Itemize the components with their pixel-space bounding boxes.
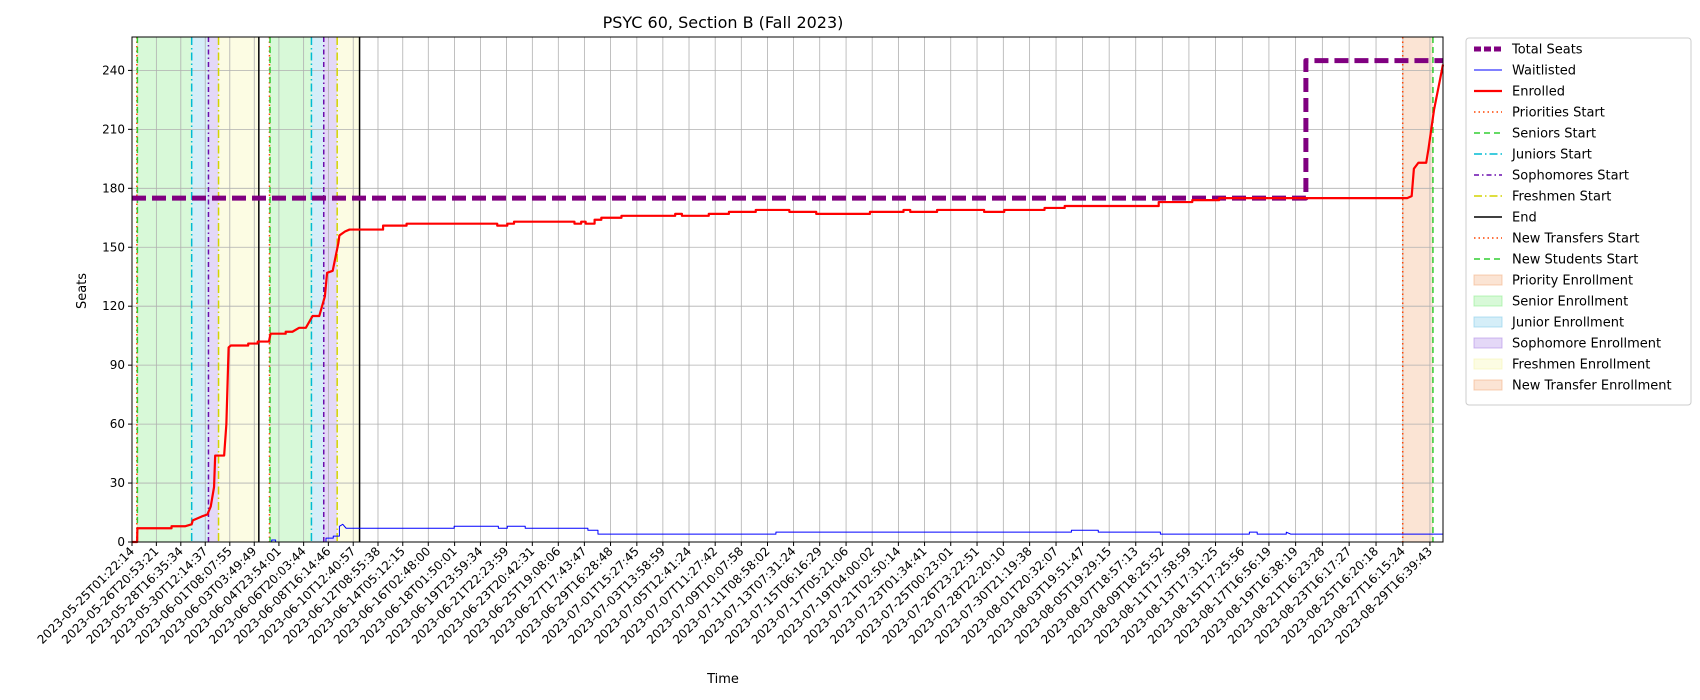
chart-title: PSYC 60, Section B (Fall 2023) (603, 13, 844, 32)
series-total-seats (132, 58, 1443, 201)
legend-label-senior-enrollment: Senior Enrollment (1512, 295, 1628, 310)
legend-label-priority-enrollment: Priority Enrollment (1512, 274, 1633, 289)
span-4-1 (337, 37, 360, 542)
enrollment-spans (136, 37, 1433, 542)
legend-label-sophomores-start: Sophomores Start (1512, 169, 1629, 184)
series-enrolled (132, 64, 1445, 544)
phase-lines (136, 37, 1434, 542)
legend-swatch-senior-enrollment (1473, 295, 1503, 307)
span-1-0 (137, 37, 192, 542)
legend-label-waitlisted: Waitlisted (1512, 64, 1576, 79)
legend-swatch-junior-enrollment (1473, 316, 1503, 328)
legend-label-seniors-start: Seniors Start (1512, 127, 1596, 142)
y-tick-label: 210 (102, 122, 125, 136)
legend-label-junior-enrollment: Junior Enrollment (1511, 316, 1624, 331)
y-tick-label: 60 (110, 417, 125, 431)
y-axis-label: Seats (75, 273, 90, 309)
legend-label-total-seats: Total Seats (1511, 43, 1583, 58)
legend-label-sophomore-enrollment: Sophomore Enrollment (1512, 337, 1661, 352)
legend-label-new-students-start: New Students Start (1512, 253, 1638, 268)
legend: Total Seats Waitlisted Enrolled Priorities … (1465, 37, 1692, 406)
y-tick-label: 240 (102, 63, 125, 77)
legend-label-enrolled: Enrolled (1512, 85, 1565, 100)
span-1-1 (270, 37, 312, 542)
legend-swatch-sophomore-enrollment (1473, 337, 1503, 349)
legend-label-end: End (1512, 211, 1537, 226)
y-tick-label: 0 (117, 535, 125, 549)
series-waitlisted (132, 523, 1443, 543)
y-tick-label: 180 (102, 181, 125, 195)
legend-label-freshmen-start: Freshmen Start (1512, 190, 1611, 205)
plot-frame (131, 36, 1444, 543)
legend-label-freshmen-enrollment: Freshmen Enrollment (1512, 358, 1650, 373)
y-axis: 0 30 60 90 120 150 180 210 240 (102, 63, 132, 549)
span-3-1 (323, 37, 338, 542)
y-tick-label: 30 (110, 476, 125, 490)
legend-label-new-transfers-start: New Transfers Start (1512, 232, 1639, 247)
y-tick-label: 150 (102, 240, 125, 254)
legend-swatch-freshmen-enrollment (1473, 358, 1503, 370)
y-tick-label: 120 (102, 299, 125, 313)
x-axis: 2023-05-25T01:22:142023-05-26T20:53:2120… (35, 542, 1435, 647)
span-5-0 (1402, 37, 1433, 542)
span-4-0 (218, 37, 259, 542)
grid (131, 37, 1443, 543)
legend-swatch-priority-enrollment (1473, 274, 1503, 286)
legend-label-juniors-start: Juniors Start (1511, 148, 1592, 163)
span-2-1 (311, 37, 324, 542)
legend-label-new-transfer-enrollment: New Transfer Enrollment (1512, 379, 1672, 394)
span-2-0 (191, 37, 209, 542)
legend-swatch-new-transfer-enrollment (1473, 379, 1503, 391)
y-tick-label: 90 (110, 358, 125, 372)
data-series (132, 58, 1445, 544)
legend-frame (1465, 37, 1692, 406)
span-3-0 (208, 37, 219, 542)
legend-label-priorities-start: Priorities Start (1512, 106, 1605, 121)
x-axis-label: Time (706, 672, 739, 687)
